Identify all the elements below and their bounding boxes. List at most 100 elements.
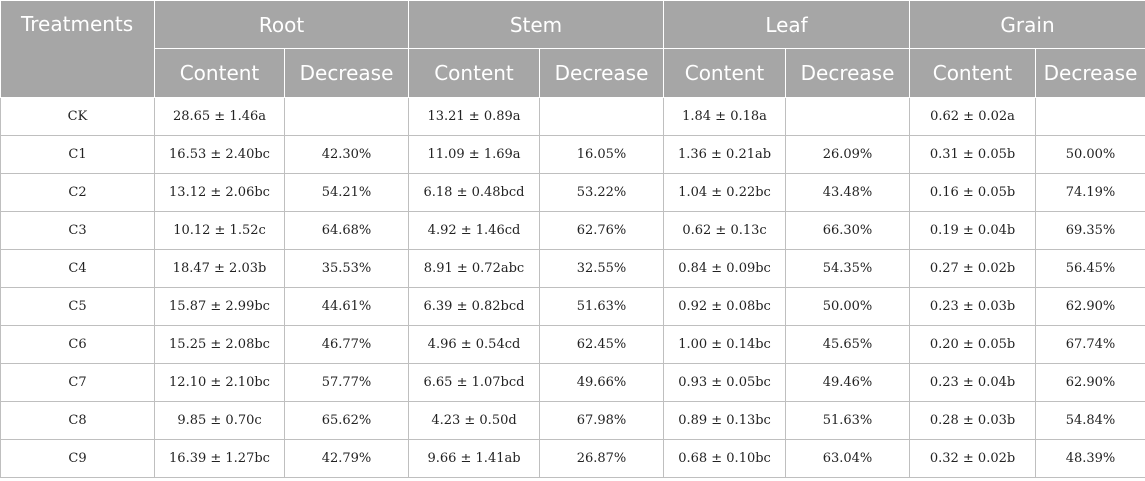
decrease-cell: 42.79% [284,439,409,478]
treatment-label: C7 [0,363,155,402]
content-cell: 16.39 ± 1.27bc [154,439,285,478]
decrease-cell: 44.61% [284,287,409,326]
decrease-cell: 53.22% [538,173,665,212]
decrease-cell [284,97,409,136]
content-cell: 1.36 ± 0.21ab [663,135,787,174]
decrease-cell: 62.45% [538,325,665,364]
decrease-cell [785,97,911,136]
decrease-cell: 45.65% [785,325,911,364]
content-cell: 6.65 ± 1.07bcd [408,363,540,402]
sub-header-decrease: Decrease [284,48,409,98]
content-cell: 13.21 ± 0.89a [408,97,540,136]
decrease-cell: 69.35% [1035,211,1145,250]
decrease-cell: 66.30% [785,211,911,250]
decrease-cell: 51.63% [538,287,665,326]
treatment-label: CK [0,97,155,136]
decrease-cell: 42.30% [284,135,409,174]
table-row: C5 15.87 ± 2.99bc 44.61% 6.39 ± 0.82bcd 51.6… [0,287,1145,326]
sub-header-content: Content [663,48,787,98]
content-cell: 15.25 ± 2.08bc [154,325,285,364]
decrease-cell: 26.87% [538,439,665,478]
table-row: C7 12.10 ± 2.10bc 57.77% 6.65 ± 1.07bcd 49.6… [0,363,1145,402]
content-cell: 9.85 ± 0.70c [154,401,285,440]
content-cell: 1.84 ± 0.18a [663,97,787,136]
decrease-cell: 67.98% [538,401,665,440]
decrease-cell: 43.48% [785,173,911,212]
decrease-cell: 56.45% [1035,249,1145,288]
decrease-cell: 62.76% [538,211,665,250]
content-cell: 0.62 ± 0.13c [663,211,787,250]
decrease-cell: 46.77% [284,325,409,364]
content-cell: 18.47 ± 2.03b [154,249,285,288]
decrease-cell: 54.21% [284,173,409,212]
decrease-cell: 54.35% [785,249,911,288]
table-row: C3 10.12 ± 1.52c 64.68% 4.92 ± 1.46cd 62.76%… [0,211,1145,250]
content-cell: 0.92 ± 0.08bc [663,287,787,326]
table-body: CK 28.65 ± 1.46a 13.21 ± 0.89a 1.84 ± 0.18a… [0,97,1145,478]
content-cell: 0.20 ± 0.05b [909,325,1037,364]
content-cell: 0.28 ± 0.03b [909,401,1037,440]
content-cell: 8.91 ± 0.72abc [408,249,540,288]
content-cell: 11.09 ± 1.69a [408,135,540,174]
decrease-cell: 35.53% [284,249,409,288]
decrease-cell: 26.09% [785,135,911,174]
table-row: C9 16.39 ± 1.27bc 42.79% 9.66 ± 1.41ab 26.87… [0,439,1145,478]
content-cell: 0.27 ± 0.02b [909,249,1037,288]
content-cell: 6.18 ± 0.48bcd [408,173,540,212]
decrease-cell: 62.90% [1035,287,1145,326]
table-row: C1 16.53 ± 2.40bc 42.30% 11.09 ± 1.69a 16.05… [0,135,1145,174]
content-cell: 4.92 ± 1.46cd [408,211,540,250]
content-cell: 13.12 ± 2.06bc [154,173,285,212]
group-header-leaf: Leaf [663,0,911,49]
table-row: C2 13.12 ± 2.06bc 54.21% 6.18 ± 0.48bcd 53.2… [0,173,1145,212]
treatment-label: C6 [0,325,155,364]
decrease-cell: 48.39% [1035,439,1145,478]
decrease-cell [1035,97,1145,136]
content-cell: 0.23 ± 0.03b [909,287,1037,326]
decrease-cell: 62.90% [1035,363,1145,402]
content-cell: 9.66 ± 1.41ab [408,439,540,478]
sub-header-decrease: Decrease [1035,48,1145,98]
content-cell: 0.16 ± 0.05b [909,173,1037,212]
treatment-label: C5 [0,287,155,326]
content-cell: 6.39 ± 0.82bcd [408,287,540,326]
table-row: C6 15.25 ± 2.08bc 46.77% 4.96 ± 0.54cd 62.45… [0,325,1145,364]
decrease-cell: 57.77% [284,363,409,402]
table-header: Treatments Root Stem Leaf Grain Content … [0,0,1145,98]
content-cell: 0.93 ± 0.05bc [663,363,787,402]
decrease-cell: 74.19% [1035,173,1145,212]
content-cell: 15.87 ± 2.99bc [154,287,285,326]
table-row: CK 28.65 ± 1.46a 13.21 ± 0.89a 1.84 ± 0.18a… [0,97,1145,136]
treatment-label: C9 [0,439,155,478]
content-cell: 10.12 ± 1.52c [154,211,285,250]
content-cell: 0.19 ± 0.04b [909,211,1037,250]
decrease-cell: 50.00% [785,287,911,326]
decrease-cell: 49.66% [538,363,665,402]
group-header-root: Root [154,0,409,49]
sub-header-content: Content [154,48,285,98]
group-header-grain: Grain [909,0,1145,49]
content-cell: 0.23 ± 0.04b [909,363,1037,402]
table-row: C8 9.85 ± 0.70c 65.62% 4.23 ± 0.50d 67.98% 0.… [0,401,1145,440]
treatments-header: Treatments [0,0,155,98]
content-cell: 28.65 ± 1.46a [154,97,285,136]
content-cell: 16.53 ± 2.40bc [154,135,285,174]
content-cell: 0.32 ± 0.02b [909,439,1037,478]
content-cell: 0.62 ± 0.02a [909,97,1037,136]
sub-header-content: Content [408,48,540,98]
decrease-cell: 67.74% [1035,325,1145,364]
treatment-label: C8 [0,401,155,440]
sub-header-decrease: Decrease [538,48,665,98]
decrease-cell: 64.68% [284,211,409,250]
sub-header-decrease: Decrease [785,48,911,98]
decrease-cell: 63.04% [785,439,911,478]
content-cell: 0.68 ± 0.10bc [663,439,787,478]
treatment-label: C2 [0,173,155,212]
decrease-cell [538,97,665,136]
content-cell: 0.84 ± 0.09bc [663,249,787,288]
content-cell: 1.04 ± 0.22bc [663,173,787,212]
decrease-cell: 32.55% [538,249,665,288]
content-cell: 4.23 ± 0.50d [408,401,540,440]
decrease-cell: 65.62% [284,401,409,440]
content-cell: 4.96 ± 0.54cd [408,325,540,364]
